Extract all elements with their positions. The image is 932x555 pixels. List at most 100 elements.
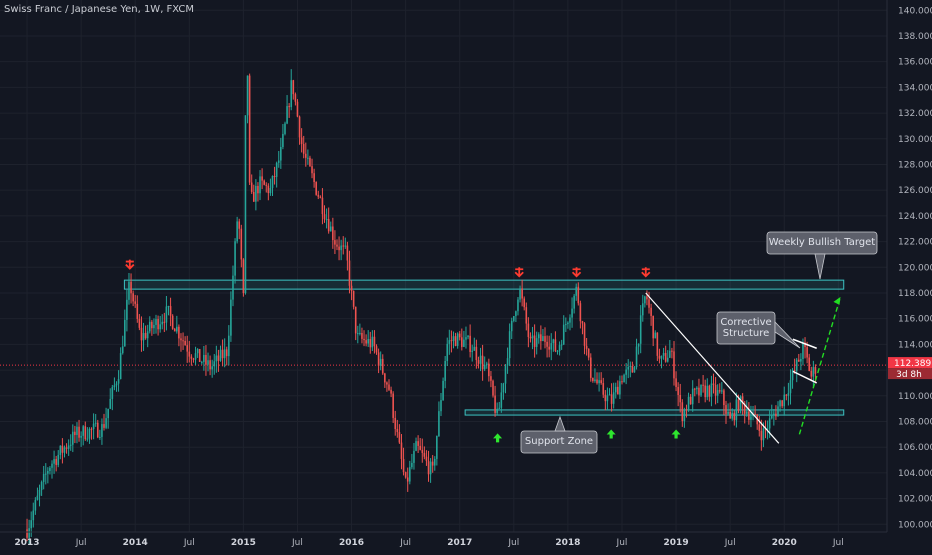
candle-body (421, 449, 424, 453)
candle (556, 350, 559, 355)
candle (196, 348, 199, 358)
candle-body (136, 303, 139, 319)
candle (182, 332, 184, 350)
candle-body (673, 351, 675, 379)
candle (666, 350, 669, 363)
candle (540, 325, 542, 350)
candle-body (294, 94, 297, 102)
candle-body (456, 333, 459, 346)
candle (581, 320, 584, 335)
candle-body (161, 321, 164, 325)
candle-body (454, 336, 457, 346)
candle-body (425, 456, 428, 461)
candle (433, 456, 436, 471)
candle-body (600, 380, 602, 384)
down-arrow-icon (571, 267, 582, 278)
candle (292, 79, 295, 100)
candle-body (498, 407, 501, 409)
candle-body (762, 428, 765, 441)
candle (367, 330, 369, 347)
candle (631, 361, 634, 373)
candle-body (236, 221, 238, 242)
candle-body (693, 388, 696, 390)
candle (130, 273, 132, 304)
candle (290, 69, 293, 111)
candle-body (327, 218, 330, 232)
candle (444, 356, 446, 389)
candle (57, 450, 60, 468)
candle-body (689, 396, 692, 405)
candle-body (155, 319, 157, 325)
candle-body (644, 296, 646, 304)
candle-body (69, 444, 72, 446)
candle-body (99, 436, 101, 438)
y-tick-label: 138.000 (898, 32, 932, 42)
candle (119, 347, 122, 380)
candle (298, 115, 301, 145)
down-arrow-icon (514, 267, 524, 278)
candle-body (252, 191, 255, 202)
candle (546, 335, 548, 358)
candle (415, 437, 417, 452)
candle (604, 390, 607, 411)
candle-body (527, 323, 530, 338)
candle (735, 392, 738, 428)
candle (812, 360, 815, 387)
candle (265, 182, 268, 193)
candle (589, 353, 592, 382)
candle (733, 410, 736, 426)
candle-body (666, 357, 669, 362)
candle (727, 403, 729, 416)
candle-body (63, 447, 66, 453)
candle (86, 427, 89, 442)
candle-body (36, 495, 39, 500)
candle (669, 340, 671, 359)
candle (92, 413, 95, 440)
candle (671, 347, 673, 359)
up-arrow-icon (493, 433, 503, 443)
candle-body (706, 385, 709, 398)
candle (146, 324, 149, 348)
candle (498, 401, 501, 409)
candle (317, 190, 320, 200)
candle (236, 216, 238, 244)
candle (157, 315, 159, 336)
candle-body (467, 335, 469, 338)
zones-layer (0, 279, 887, 416)
candle (332, 217, 334, 249)
candle (745, 400, 748, 417)
candle-body (211, 366, 213, 370)
candle-body (356, 333, 359, 335)
y-tick-label: 132.000 (898, 109, 932, 119)
candle-body (184, 340, 186, 346)
candle (304, 142, 307, 167)
x-tick-label: Jul (724, 538, 736, 548)
candle (633, 366, 636, 373)
candle-body (725, 405, 727, 414)
candle-body (203, 354, 205, 362)
bullish-target-arrowhead-icon (833, 296, 841, 305)
candle-body (396, 428, 399, 433)
candle-body (53, 459, 55, 464)
candle-body (244, 115, 247, 294)
candle (88, 427, 91, 444)
x-tick-label: 2019 (664, 538, 689, 548)
candle-body (637, 343, 640, 347)
candle (61, 438, 64, 464)
candle (128, 272, 130, 305)
candle-body (469, 335, 471, 352)
candle-body (542, 336, 544, 342)
candle (797, 353, 800, 362)
candle (702, 375, 704, 393)
candle-body (173, 328, 176, 332)
candle (741, 393, 744, 415)
candle-body (182, 340, 184, 342)
candle (38, 484, 41, 507)
candle-body (371, 336, 374, 348)
candle (282, 124, 284, 150)
candle-body (259, 176, 261, 194)
candle (111, 384, 114, 411)
candle-body (641, 303, 644, 316)
